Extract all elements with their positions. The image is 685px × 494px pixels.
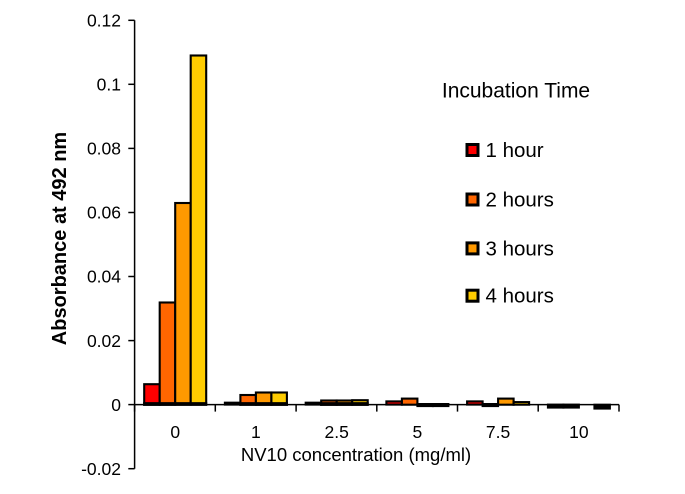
svg-text:4 hours: 4 hours: [486, 285, 554, 308]
svg-text:Absorbance at 492 nm: Absorbance at 492 nm: [49, 132, 71, 345]
svg-text:7.5: 7.5: [486, 422, 510, 442]
svg-text:1: 1: [251, 422, 261, 442]
svg-text:2 hours: 2 hours: [486, 189, 554, 212]
svg-text:Incubation Time: Incubation Time: [442, 80, 590, 103]
svg-text:NV10 concentration (mg/ml): NV10 concentration (mg/ml): [241, 444, 471, 465]
svg-text:0.08: 0.08: [87, 139, 121, 159]
svg-text:5: 5: [413, 422, 423, 442]
svg-text:2.5: 2.5: [325, 422, 349, 442]
svg-text:0: 0: [111, 395, 121, 415]
svg-text:10: 10: [569, 422, 589, 442]
svg-text:0: 0: [170, 422, 180, 442]
svg-text:0.02: 0.02: [87, 331, 121, 351]
svg-text:0.1: 0.1: [97, 75, 121, 95]
svg-text:1 hour: 1 hour: [486, 139, 544, 162]
svg-text:-0.02: -0.02: [81, 459, 121, 479]
svg-text:0.12: 0.12: [87, 11, 121, 31]
svg-text:0.04: 0.04: [87, 267, 121, 287]
svg-text:3 hours: 3 hours: [486, 237, 554, 260]
svg-text:0.06: 0.06: [87, 203, 121, 223]
